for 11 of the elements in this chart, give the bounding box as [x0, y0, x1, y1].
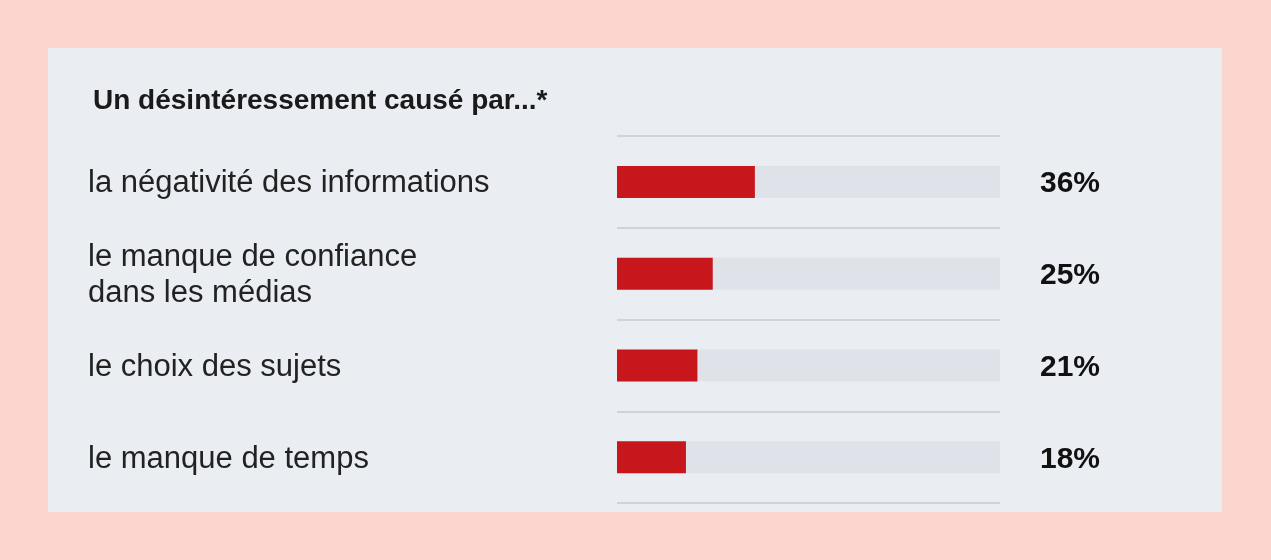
bar — [617, 349, 698, 382]
data-label: 36% — [1040, 165, 1101, 199]
data-label: 18% — [1040, 440, 1101, 474]
text: Un désintéressement causé par...* — [93, 83, 548, 115]
y-tick-label: le manque de temps — [88, 439, 369, 475]
data-label: 21% — [1040, 348, 1101, 382]
bar — [617, 441, 686, 474]
data-label: 25% — [1040, 257, 1101, 291]
y-tick-label: le choix des sujets — [88, 347, 342, 383]
y-tick-label: la négativité des informations — [88, 164, 490, 200]
y-tick-label: le manque de confiance dans les médias — [88, 238, 418, 310]
